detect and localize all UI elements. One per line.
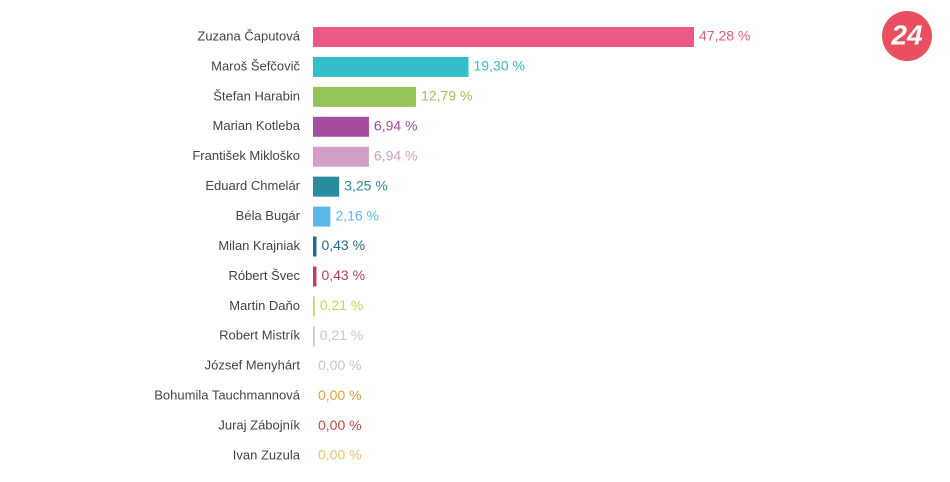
bar	[313, 266, 317, 287]
bar	[313, 56, 469, 77]
category-label: Štefan Harabin	[213, 88, 300, 103]
value-label: 2,16 %	[335, 207, 379, 223]
value-label: 0,43 %	[321, 237, 365, 253]
bar	[313, 296, 315, 317]
category-label: Zuzana Čaputová	[197, 28, 300, 43]
category-label: František Mikloško	[192, 148, 300, 163]
category-label: József Menyhárt	[205, 358, 301, 373]
bar	[313, 236, 317, 257]
value-label: 0,21 %	[320, 297, 364, 313]
value-label: 0,00 %	[318, 417, 362, 433]
value-label: 0,00 %	[318, 447, 362, 463]
value-label: 6,94 %	[374, 117, 418, 133]
category-label: Eduard Chmelár	[205, 178, 300, 193]
category-label: Ivan Zuzula	[233, 447, 301, 462]
bar	[313, 146, 369, 167]
category-label: Juraj Zábojník	[218, 418, 300, 433]
value-label: 0,00 %	[318, 357, 362, 373]
bar	[313, 27, 694, 47]
category-label: Robert Mistrík	[219, 328, 300, 343]
value-label: 0,21 %	[320, 327, 364, 343]
bar	[313, 116, 369, 137]
value-label: 6,94 %	[374, 147, 418, 163]
category-label: Milan Krajniak	[218, 238, 300, 253]
bar	[313, 86, 417, 107]
category-label: Róbert Švec	[228, 268, 300, 283]
bar	[313, 176, 340, 197]
bar	[313, 326, 315, 347]
value-label: 19,30 %	[474, 58, 525, 74]
bar	[313, 206, 331, 227]
logo-circle	[882, 11, 932, 61]
value-label: 0,43 %	[321, 267, 365, 283]
value-label: 0,00 %	[318, 387, 362, 403]
logo-text: 24	[890, 19, 923, 50]
category-label: Béla Bugár	[236, 208, 301, 223]
logo: 24	[882, 11, 932, 61]
category-label: Marian Kotleba	[213, 118, 301, 133]
category-label: Maroš Šefčovič	[211, 58, 300, 73]
category-label: Bohumila Tauchmannová	[154, 388, 301, 403]
value-label: 47,28 %	[699, 28, 750, 44]
value-label: 3,25 %	[344, 177, 388, 193]
value-label: 12,79 %	[421, 88, 472, 104]
category-label: Martin Daňo	[229, 298, 300, 313]
